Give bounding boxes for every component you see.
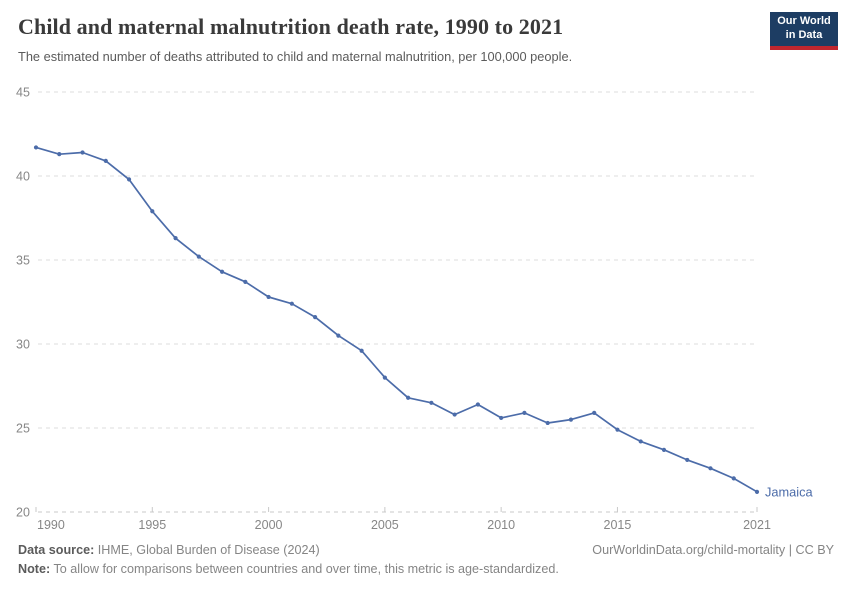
data-point[interactable] <box>312 315 318 320</box>
series-line[interactable] <box>35 146 758 493</box>
note-label: Note: <box>18 562 51 576</box>
data-point[interactable] <box>731 476 736 481</box>
data-source-value[interactable]: IHME, Global Burden of Disease (2024) <box>97 543 320 557</box>
data-point[interactable] <box>429 400 434 405</box>
data-point[interactable] <box>382 375 387 380</box>
data-point[interactable] <box>754 489 760 494</box>
data-source[interactable]: Data source: IHME, Global Burden of Dise… <box>18 543 320 557</box>
chart-footer: Data source: IHME, Global Burden of Dise… <box>18 543 834 576</box>
x-axis-label: 2005 <box>371 518 399 532</box>
data-point[interactable] <box>243 279 248 284</box>
data-source-label: Data source: <box>18 543 95 557</box>
data-point[interactable] <box>33 145 39 150</box>
data-point[interactable] <box>638 439 643 444</box>
data-point[interactable] <box>708 466 713 471</box>
chart-note: Note: To allow for comparisons between c… <box>18 562 834 576</box>
chart-title: Child and maternal malnutrition death ra… <box>18 14 564 39</box>
x-axis-label: 1995 <box>138 518 166 532</box>
x-axis-label: 2021 <box>743 518 771 532</box>
data-point[interactable] <box>336 333 341 338</box>
y-axis-label: 35 <box>16 254 30 268</box>
x-axis-label: 2000 <box>255 518 283 532</box>
y-axis-label: 20 <box>16 506 30 520</box>
data-point[interactable] <box>452 412 457 417</box>
data-point[interactable] <box>196 254 201 259</box>
data-point[interactable] <box>80 150 85 155</box>
entity-label[interactable]: Jamaica <box>765 484 814 499</box>
x-axis-label: 2010 <box>487 518 515 532</box>
data-point[interactable] <box>522 410 527 415</box>
chart-header: Child and maternal malnutrition death ra… <box>18 12 838 64</box>
y-axis-label: 25 <box>16 422 30 436</box>
y-axis-label: 45 <box>16 86 30 100</box>
note-value: To allow for comparisons between countri… <box>53 562 559 576</box>
owid-link[interactable]: OurWorldinData.org/child-mortality | CC … <box>592 543 834 557</box>
data-point[interactable] <box>126 177 132 182</box>
data-point[interactable] <box>475 402 481 407</box>
data-point[interactable] <box>592 410 597 415</box>
chart-subtitle: The estimated number of deaths attribute… <box>18 49 573 64</box>
data-point[interactable] <box>57 152 62 157</box>
data-point[interactable] <box>568 417 574 422</box>
data-point[interactable] <box>615 427 620 432</box>
data-point[interactable] <box>150 209 155 214</box>
y-axis-label: 30 <box>16 338 30 352</box>
data-point[interactable] <box>289 301 294 306</box>
data-point[interactable] <box>359 348 364 353</box>
logo-line2: in Data <box>785 29 823 41</box>
data-point[interactable] <box>266 294 271 300</box>
data-point[interactable] <box>406 395 411 400</box>
data-point[interactable] <box>173 236 178 241</box>
data-point[interactable] <box>219 269 225 274</box>
x-axis-label: 2015 <box>604 518 632 532</box>
data-point[interactable] <box>499 415 504 421</box>
y-axis-label: 40 <box>16 170 30 184</box>
x-axis-label: 1990 <box>37 518 65 532</box>
logo-line1: Our World <box>777 15 831 28</box>
data-point[interactable] <box>661 447 667 452</box>
data-point[interactable] <box>685 457 690 463</box>
data-point[interactable] <box>103 158 108 163</box>
owid-logo[interactable]: Our World in Data <box>770 12 838 50</box>
data-point[interactable] <box>545 420 550 426</box>
